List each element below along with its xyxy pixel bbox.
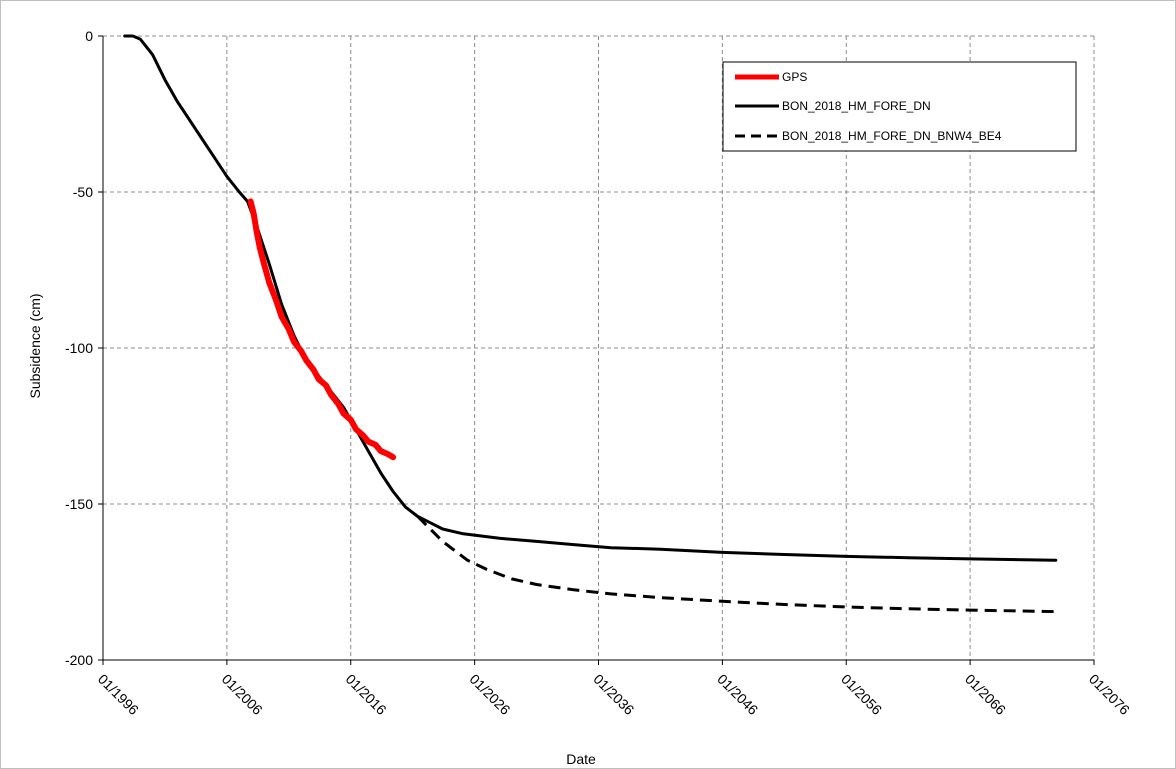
legend-label-fore-dn-bnw4-be4: BON_2018_HM_FORE_DN_BNW4_BE4 <box>782 129 1002 143</box>
y-tick-label: -100 <box>65 340 93 356</box>
x-tick-label: 01/2076 <box>1086 671 1133 718</box>
axes-layer <box>98 35 1095 665</box>
legend-label-gps: GPS <box>782 70 807 84</box>
x-tick-label: 01/2006 <box>219 671 266 718</box>
x-tick-label: 01/2036 <box>590 671 637 718</box>
legend-label-fore-dn: BON_2018_HM_FORE_DN <box>782 99 931 113</box>
y-axis-label: Subsidence (cm) <box>27 293 43 398</box>
x-tick-label: 01/2056 <box>838 671 885 718</box>
x-tick-label: 01/2016 <box>343 671 390 718</box>
y-tick-label: -50 <box>73 184 93 200</box>
series-layer <box>123 34 1058 614</box>
legend-box <box>722 61 1077 152</box>
series-line-0 <box>247 198 397 461</box>
x-tick-label: 01/2066 <box>962 671 1009 718</box>
legend: GPS BON_2018_HM_FORE_DN BON_2018_HM_FORE… <box>722 61 1077 152</box>
series-line-2 <box>416 515 1056 614</box>
x-tick-label: 01/2026 <box>467 671 514 718</box>
x-tick-label: 01/1996 <box>95 671 142 718</box>
y-tick-label: -200 <box>65 652 93 668</box>
y-tick-label: -150 <box>65 496 93 512</box>
x-tick-label: 01/2046 <box>714 671 761 718</box>
grid-layer <box>103 35 1095 660</box>
x-axis-label: Date <box>566 751 596 767</box>
y-tick-label: 0 <box>85 28 93 44</box>
